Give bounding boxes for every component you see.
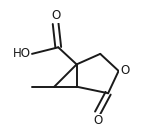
- Text: O: O: [51, 9, 60, 22]
- Text: O: O: [93, 114, 102, 127]
- Text: HO: HO: [13, 47, 31, 60]
- Text: O: O: [120, 64, 129, 77]
